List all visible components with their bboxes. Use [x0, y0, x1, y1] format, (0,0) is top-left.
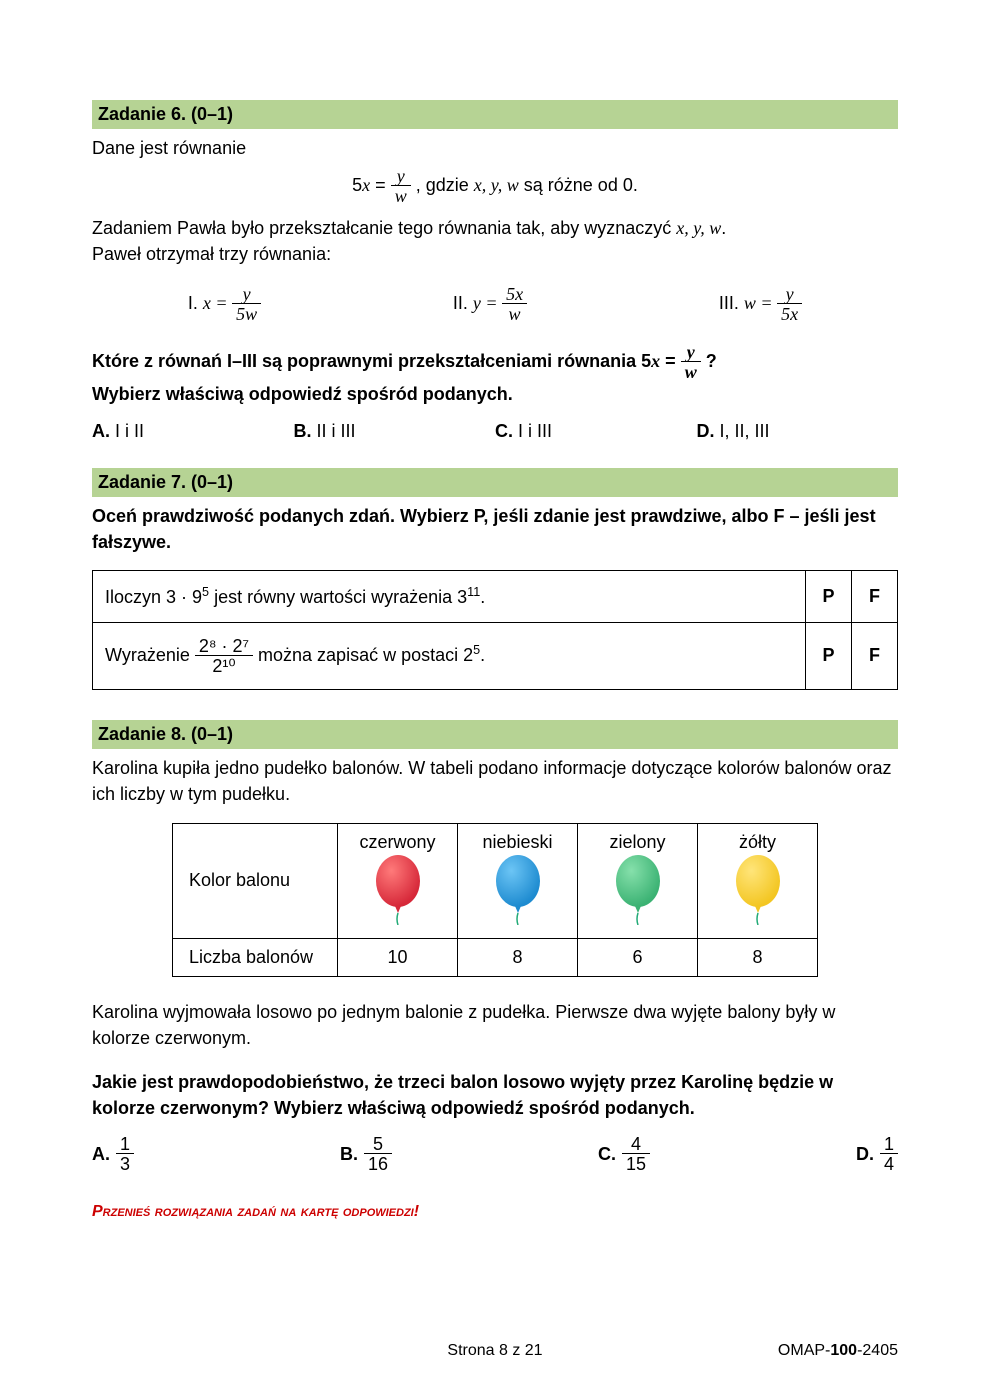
count-cell: 8: [458, 938, 578, 976]
task6-question2: Wybierz właściwą odpowiedź spośród podan…: [92, 381, 898, 407]
table-row: Kolor balonu czerwony niebieski: [172, 823, 817, 938]
task7-header: Zadanie 7. (0–1): [92, 468, 898, 497]
eq-iii: III. w = y5x: [719, 285, 802, 323]
balloon-table: Kolor balonu czerwony niebieski: [172, 823, 818, 977]
balloon-cell-green: zielony: [578, 823, 698, 938]
p-cell[interactable]: P: [806, 622, 852, 689]
page-footer: Strona 8 z 21 OMAP-100-2405: [0, 1342, 990, 1360]
f-cell[interactable]: F: [852, 570, 898, 622]
task8-intro: Karolina kupiła jedno pudełko balonów. W…: [92, 755, 898, 807]
eq-i: I. x = y5w: [188, 285, 261, 323]
document-code: OMAP-100-2405: [778, 1342, 898, 1360]
task6-intro: Dane jest równanie: [92, 135, 898, 161]
balloon-cell-blue: niebieski: [458, 823, 578, 938]
choice-a[interactable]: A. 13: [92, 1135, 134, 1173]
count-cell: 8: [698, 938, 818, 976]
choice-b[interactable]: B. 516: [340, 1135, 392, 1173]
page: Zadanie 6. (0–1) Dane jest równanie 5x =…: [0, 0, 990, 1400]
p-cell[interactable]: P: [806, 570, 852, 622]
choice-c[interactable]: C. I i III: [495, 421, 697, 442]
balloon-icon: [368, 853, 428, 925]
row-label: Liczba balonów: [172, 938, 337, 976]
balloon-cell-red: czerwony: [338, 823, 458, 938]
eq-text: 5x =: [352, 175, 391, 195]
transfer-instruction: Przenieś rozwiązania zadań na kartę odpo…: [92, 1203, 898, 1221]
statement-1: Iloczyn 3 · 95 jest równy wartości wyraż…: [93, 570, 806, 622]
choice-c[interactable]: C. 415: [598, 1135, 650, 1173]
table-row: Wyrażenie 2⁸ · 2⁷2¹⁰ można zapisać w pos…: [93, 622, 898, 689]
table-row: Iloczyn 3 · 95 jest równy wartości wyraż…: [93, 570, 898, 622]
task6-question: Które z równań I–III są poprawnymi przek…: [92, 343, 898, 381]
choice-d[interactable]: D. I, II, III: [697, 421, 899, 442]
balloon-label: niebieski: [474, 832, 561, 853]
fraction: y w: [391, 167, 411, 205]
task6-header: Zadanie 6. (0–1): [92, 100, 898, 129]
task6-para: Zadaniem Pawła było przekształcanie tego…: [92, 215, 898, 241]
task8-para2: Karolina wyjmowała losowo po jednym balo…: [92, 999, 898, 1051]
fraction-den: w: [391, 185, 411, 205]
truth-table: Iloczyn 3 · 95 jest równy wartości wyraż…: [92, 570, 898, 690]
choice-a[interactable]: A. I i II: [92, 421, 294, 442]
task8-header: Zadanie 8. (0–1): [92, 720, 898, 749]
eq-text: , gdzie x, y, w są różne od 0.: [416, 175, 638, 195]
eq-ii: II. y = 5xw: [453, 285, 527, 323]
task7-instr: Oceń prawdziwość podanych zdań. Wybierz …: [92, 503, 898, 555]
task6-para2: Paweł otrzymał trzy równania:: [92, 241, 898, 267]
task6-equation: 5x = y w , gdzie x, y, w są różne od 0.: [92, 167, 898, 205]
balloon-label: zielony: [594, 832, 681, 853]
count-cell: 10: [338, 938, 458, 976]
balloon-icon: [488, 853, 548, 925]
task8-question: Jakie jest prawdopodobieństwo, że trzeci…: [92, 1069, 898, 1121]
table-row: Liczba balonów 10 8 6 8: [172, 938, 817, 976]
f-cell[interactable]: F: [852, 622, 898, 689]
choice-b[interactable]: B. II i III: [294, 421, 496, 442]
balloon-icon: [728, 853, 788, 925]
row-label: Kolor balonu: [172, 823, 337, 938]
choice-d[interactable]: D. 14: [856, 1135, 898, 1173]
task6-eq-row: I. x = y5w II. y = 5xw III. w = y5x: [92, 285, 898, 323]
balloon-label: żółty: [714, 832, 801, 853]
task6-choices: A. I i II B. II i III C. I i III D. I, I…: [92, 421, 898, 442]
balloon-icon: [608, 853, 668, 925]
count-cell: 6: [578, 938, 698, 976]
fraction-num: y: [391, 167, 411, 185]
task8-choices: A. 13 B. 516 C. 415 D. 14: [92, 1135, 898, 1173]
statement-2: Wyrażenie 2⁸ · 2⁷2¹⁰ można zapisać w pos…: [93, 622, 806, 689]
balloon-cell-yellow: żółty: [698, 823, 818, 938]
balloon-label: czerwony: [354, 832, 441, 853]
